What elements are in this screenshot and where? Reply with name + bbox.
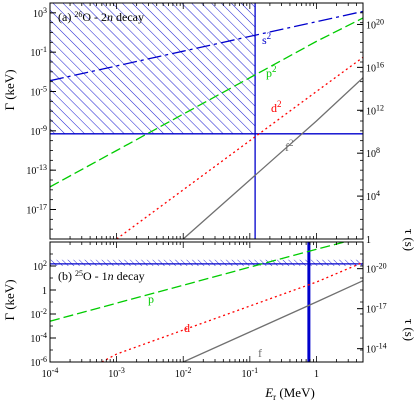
x-tick-label: 10-1 bbox=[241, 366, 258, 380]
tau-tick-label: 1020 bbox=[366, 17, 384, 31]
tau-tick-label: 10-17 bbox=[366, 302, 387, 316]
y-tick-label: 10-6 bbox=[30, 355, 47, 369]
tau-tick-label: 1012 bbox=[366, 103, 384, 117]
tau-tick-label: 1 bbox=[366, 235, 371, 246]
panel-b-title: (b) 25O - 1n decay bbox=[58, 269, 145, 283]
x-tick-label: 1 bbox=[314, 369, 319, 380]
y-tick-label: 103 bbox=[33, 6, 47, 20]
y-tick-label: 1 bbox=[42, 286, 47, 297]
series-line-p bbox=[50, 242, 348, 322]
series-label-p2: p2 bbox=[266, 64, 277, 80]
y-tick-label: 10-1 bbox=[30, 45, 47, 59]
panel-a-y-axis-label: Γ (keV) bbox=[2, 69, 17, 110]
x-axis-label: Er (MeV) bbox=[264, 385, 315, 402]
series-line-d2 bbox=[116, 56, 363, 239]
series-line-p2 bbox=[50, 17, 363, 188]
tau-tick-label: 1016 bbox=[366, 60, 384, 74]
x-tick-label: 10-2 bbox=[175, 366, 192, 380]
tau-tick-label: 108 bbox=[366, 146, 380, 160]
y-tick-label: 10-2 bbox=[30, 307, 47, 321]
excluded-band-hatch bbox=[50, 259, 363, 266]
series-line-f bbox=[182, 280, 363, 362]
series-label-f: f bbox=[258, 346, 262, 360]
x-tick-label: 10-3 bbox=[108, 366, 125, 380]
x-tick-label: 10-4 bbox=[42, 366, 59, 380]
excluded-region-hatch bbox=[50, 3, 256, 134]
series-label-d2: d2 bbox=[271, 99, 282, 115]
series-line-s2 bbox=[50, 10, 363, 82]
series-label-d: d bbox=[184, 321, 190, 335]
y-tick-label: 10-9 bbox=[30, 124, 47, 138]
y-tick-label: 102 bbox=[33, 259, 47, 273]
series-label-s2: s2 bbox=[262, 31, 271, 47]
y-tick-label: 10-13 bbox=[26, 163, 47, 177]
panel-b-y-axis-label: Γ (keV) bbox=[2, 279, 17, 320]
series-line-f2 bbox=[182, 77, 363, 239]
series-label-p: p bbox=[148, 292, 154, 306]
y-tick-label: 10-5 bbox=[30, 85, 47, 99]
tau-tick-label: 10-20 bbox=[366, 262, 387, 276]
panel-a-tau-axis-label: τ (s) bbox=[402, 229, 415, 251]
tau-tick-label: 10-14 bbox=[366, 342, 387, 356]
panel-b-tau-axis-label: τ (s) bbox=[402, 319, 415, 341]
y-tick-label: 10-4 bbox=[30, 331, 47, 345]
series-label-f2: f2 bbox=[285, 138, 294, 154]
y-tick-label: 10-17 bbox=[26, 203, 47, 217]
tau-tick-label: 104 bbox=[366, 189, 380, 203]
panel-a-title: (a) 26O - 2n decay bbox=[58, 10, 144, 24]
panel-a: 103 10-1 10-5 10-9 10-13 10-17 1020 1016 1012 108… bbox=[26, 2, 384, 246]
